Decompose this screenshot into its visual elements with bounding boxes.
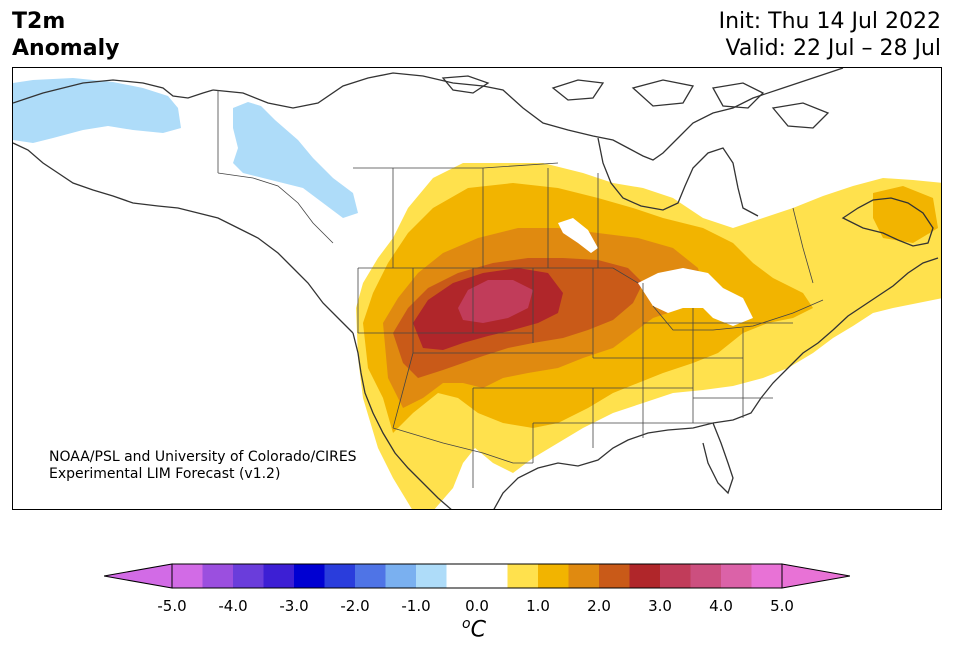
colorbar-tick-label: 0.0 bbox=[465, 597, 489, 615]
border-us-canada bbox=[358, 267, 824, 331]
colorbar-box bbox=[202, 564, 234, 588]
colorbar-tick-label: 1.0 bbox=[526, 597, 550, 615]
border-alaska-canada bbox=[217, 90, 334, 244]
colorbar-box bbox=[294, 564, 325, 588]
map-title: T2m Anomaly bbox=[12, 8, 119, 62]
colorbar-box bbox=[721, 564, 752, 588]
unit-label: oC bbox=[462, 616, 486, 642]
title-line-2: Anomaly bbox=[12, 36, 120, 61]
coastline-newfoundland bbox=[841, 197, 934, 247]
coastline-florida bbox=[702, 422, 734, 495]
credit-line-2: Experimental LIM Forecast (v1.2) bbox=[49, 466, 281, 482]
colorbar-box bbox=[263, 564, 295, 588]
colorbar-over-arrow bbox=[781, 563, 850, 589]
lake-winnipeg bbox=[558, 218, 598, 253]
colorbar-box bbox=[568, 564, 600, 588]
cold-anomaly-yukon bbox=[233, 102, 358, 218]
colorbar-tick-label: -5.0 bbox=[157, 597, 187, 615]
warm-anomaly-6c bbox=[458, 280, 533, 323]
map-panel bbox=[12, 67, 942, 510]
great-lakes bbox=[638, 268, 753, 326]
colorbar-tick-label: -3.0 bbox=[279, 597, 309, 615]
coastline-hudson-bay bbox=[597, 137, 759, 217]
colorbar-tick-label: -1.0 bbox=[401, 597, 431, 615]
credit-line-1: NOAA/PSL and University of Colorado/CIRE… bbox=[49, 449, 357, 465]
date-info: Init: Thu 14 Jul 2022 Valid: 22 Jul – 28… bbox=[719, 8, 941, 62]
coastline-gulf-mexico bbox=[493, 257, 939, 509]
colorbar-box bbox=[660, 564, 691, 588]
colorbar-box bbox=[355, 564, 386, 588]
border-us-mexico bbox=[392, 427, 533, 464]
colorbar bbox=[104, 563, 850, 589]
colorbar-tick-label: 2.0 bbox=[587, 597, 611, 615]
colorbar-tick-label: -4.0 bbox=[218, 597, 248, 615]
colorbar-tick-label: 5.0 bbox=[770, 597, 794, 615]
colorbar-tick-label: 3.0 bbox=[648, 597, 672, 615]
colorbar-box bbox=[416, 564, 447, 588]
unit-superscript: o bbox=[462, 616, 471, 632]
colorbar-box bbox=[599, 564, 630, 588]
colorbar-box bbox=[751, 564, 783, 588]
credit-text: NOAA/PSL and University of Colorado/CIRE… bbox=[49, 449, 357, 483]
colorbar-frame bbox=[171, 563, 783, 589]
colorbar-box bbox=[507, 564, 539, 588]
colorbar-under-arrow bbox=[104, 563, 173, 589]
colorbar-box bbox=[172, 564, 203, 588]
colorbar-box bbox=[538, 564, 569, 588]
colorbar-box bbox=[233, 564, 264, 588]
border-us-states bbox=[357, 268, 793, 488]
anomaly-map bbox=[13, 68, 941, 509]
coastline-alaska bbox=[13, 79, 354, 334]
colorbar-box bbox=[324, 564, 356, 588]
coastline-west bbox=[352, 332, 452, 509]
coastline-islands bbox=[441, 75, 830, 129]
cold-anomaly-alaska bbox=[13, 78, 181, 143]
colorbar-box bbox=[629, 564, 661, 588]
colorbar-box bbox=[690, 564, 722, 588]
colorbar-box bbox=[477, 564, 508, 588]
coastline-arctic bbox=[212, 68, 844, 161]
colorbar-tick-label: -2.0 bbox=[340, 597, 370, 615]
title-line-1: T2m bbox=[12, 9, 66, 34]
unit-base: C bbox=[470, 617, 486, 643]
colorbar-box bbox=[385, 564, 417, 588]
border-canada-provinces bbox=[353, 162, 814, 284]
colorbar-tick-label: 4.0 bbox=[709, 597, 733, 615]
colorbar-box bbox=[446, 564, 478, 588]
init-date: Init: Thu 14 Jul 2022 bbox=[718, 9, 941, 34]
valid-dates: Valid: 22 Jul – 28 Jul bbox=[725, 36, 941, 61]
